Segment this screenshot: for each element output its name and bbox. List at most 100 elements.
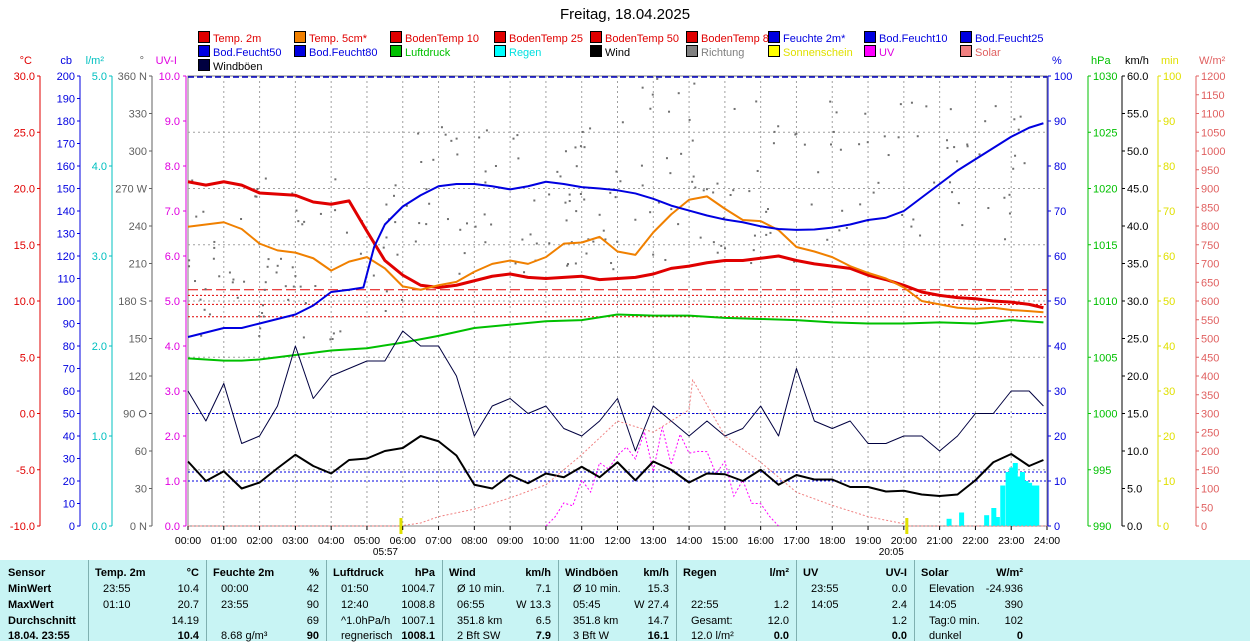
direction-dot xyxy=(872,191,875,194)
direction-dot xyxy=(956,160,959,163)
stats-column: Windböen km/h Ø 10 min. 15.3 05:45 W 27.4 351.… xyxy=(558,560,677,642)
left-axis-tick-label: 25.0 xyxy=(14,127,35,139)
direction-dot xyxy=(838,229,841,232)
legend-item: Regen xyxy=(494,45,541,59)
legend-label: BodenTemp 80 xyxy=(701,33,775,45)
direction-dot xyxy=(693,82,696,85)
uv-line xyxy=(545,427,779,527)
stats-cell: dunkel xyxy=(929,630,962,642)
direction-dot xyxy=(649,107,652,110)
left-axis-tick-label: 300 xyxy=(129,146,147,158)
stats-cell: 1.2 xyxy=(773,599,789,611)
direction-dot xyxy=(602,229,605,232)
direction-dot xyxy=(883,135,886,138)
legend-swatch xyxy=(686,45,698,57)
direction-dot xyxy=(829,100,832,103)
direction-dot xyxy=(619,180,622,183)
right-axis-tick-label: 50 xyxy=(1163,296,1175,308)
left-axis-tick-label: 8.0 xyxy=(165,161,180,173)
rain-bar xyxy=(1019,472,1025,526)
legend-label: BodenTemp 10 xyxy=(405,33,479,45)
right-axis-tick-label: 995 xyxy=(1093,465,1111,477)
right-axis-tick-label: 100 xyxy=(1163,71,1181,83)
right-axis-tick-label: 1025 xyxy=(1093,127,1117,139)
legend-item: Windböen xyxy=(198,59,263,73)
stats-cell: 90 xyxy=(306,630,319,642)
stats-cell: km/h xyxy=(525,567,551,579)
legend-label: Windböen xyxy=(213,61,263,73)
stats-cell: 1004.7 xyxy=(401,583,435,595)
legend-label: Bod.Feucht80 xyxy=(309,47,378,59)
stats-cell: 05:45 xyxy=(573,599,601,611)
stats-cell: 00:00 xyxy=(221,583,249,595)
direction-dot xyxy=(382,246,385,249)
direction-dot xyxy=(261,304,264,307)
direction-dot xyxy=(925,105,928,108)
legend-swatch xyxy=(390,45,402,57)
direction-dot xyxy=(581,130,584,133)
direction-dot xyxy=(417,132,420,135)
direction-dot xyxy=(574,262,577,265)
direction-dot xyxy=(910,225,913,228)
direction-dot xyxy=(264,281,267,284)
left-axis-tick-label: 160 xyxy=(57,161,75,173)
left-axis-tick-label: 4.0 xyxy=(165,341,180,353)
direction-dot xyxy=(405,204,408,207)
direction-dot xyxy=(275,271,278,274)
left-axis-tick-label: 60 xyxy=(135,446,147,458)
direction-dot xyxy=(533,199,536,202)
direction-dot xyxy=(966,145,969,148)
stats-cell: 0.0 xyxy=(891,630,907,642)
direction-dot xyxy=(243,280,246,283)
direction-dot xyxy=(756,169,759,172)
direction-dot xyxy=(564,201,567,204)
series-line-feuchte-2m- xyxy=(187,122,1044,338)
stats-cell: UV xyxy=(803,567,819,579)
legend-item: Bod.Feucht50 xyxy=(198,45,282,59)
direction-dot xyxy=(458,272,461,275)
direction-dot xyxy=(240,217,243,220)
direction-dot xyxy=(450,139,453,142)
legend-item: BodenTemp 80 xyxy=(686,31,775,45)
left-axis-tick-label: 1.0 xyxy=(92,431,107,443)
direction-dot xyxy=(712,241,715,244)
stats-cell: 23:55 xyxy=(221,599,249,611)
legend-item: Bod.Feucht10 xyxy=(864,31,948,45)
direction-dot xyxy=(832,130,835,133)
direction-dot xyxy=(716,251,719,254)
direction-dot xyxy=(712,191,715,194)
legend-swatch xyxy=(768,45,780,57)
direction-dot xyxy=(295,209,298,212)
direction-dot xyxy=(677,223,680,226)
direction-dot xyxy=(456,153,459,156)
direction-dot xyxy=(314,285,317,288)
direction-dot xyxy=(400,298,403,301)
left-axis-unit: cb xyxy=(60,55,72,67)
direction-dot xyxy=(609,191,612,194)
stats-cell: 23:55 xyxy=(103,583,131,595)
sunrise-label: 05:57 xyxy=(373,547,398,558)
right-axis-unit: hPa xyxy=(1091,55,1111,67)
stats-cell: 01:50 xyxy=(341,583,369,595)
left-axis-tick-label: 30 xyxy=(135,484,147,496)
right-axis-tick-label: 150 xyxy=(1201,465,1219,477)
right-axis-tick-label: 40 xyxy=(1054,341,1066,353)
direction-dot xyxy=(1013,118,1016,121)
left-axis-tick-label: 40 xyxy=(63,431,75,443)
stats-cell: Tag:0 min. xyxy=(929,615,980,627)
direction-dot xyxy=(200,334,203,337)
direction-dot xyxy=(795,132,798,135)
right-axis-tick-label: 650 xyxy=(1201,277,1219,289)
right-axis-tick-label: 0 xyxy=(1201,521,1207,533)
direction-dot xyxy=(459,228,462,231)
rain-bar xyxy=(1012,463,1018,526)
direction-dot xyxy=(455,137,458,140)
direction-dot xyxy=(394,221,397,224)
series-line-solar xyxy=(188,379,1047,527)
left-axis-tick-label: 200 xyxy=(57,71,75,83)
right-axis-tick-label: 70 xyxy=(1054,206,1066,218)
left-axis-tick-label: 130 xyxy=(57,229,75,241)
stats-cell: 0.0 xyxy=(891,583,907,595)
direction-dot xyxy=(1012,167,1015,170)
stats-cell: 12:40 xyxy=(341,599,369,611)
